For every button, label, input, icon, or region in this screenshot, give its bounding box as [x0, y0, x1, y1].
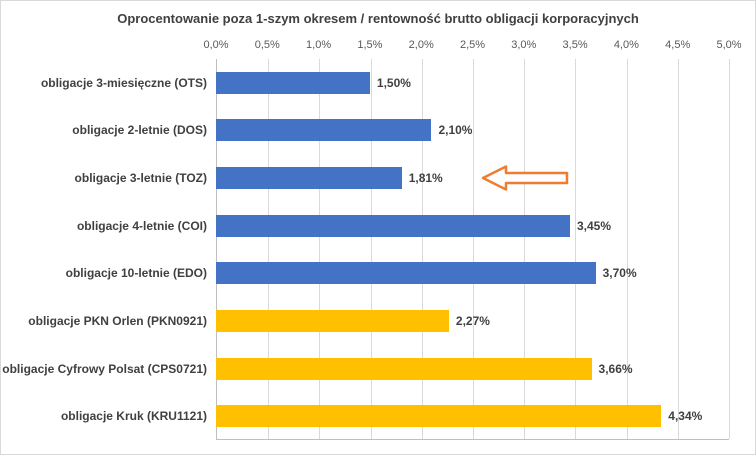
bar-row: obligacje 10-letnie (EDO) 3,70%: [1, 250, 729, 298]
bar-track: 1,50%: [216, 59, 729, 107]
bar-row: obligacje PKN Orlen (PKN0921) 2,27%: [1, 297, 729, 345]
bar: [216, 405, 662, 428]
bar-track: 1,81%: [216, 154, 729, 202]
bar-rows: obligacje 3-miesięczne (OTS) 1,50% obligac…: [1, 59, 729, 440]
axis-tick-label: 2,5%: [459, 39, 486, 51]
bar-row: obligacje 3-miesięczne (OTS) 1,50%: [1, 59, 729, 107]
axis-tick-label: 3,0%: [511, 39, 537, 51]
bar: [216, 357, 592, 380]
plot-area: [216, 59, 730, 440]
axis-tick-label: 2,0%: [408, 39, 434, 51]
bar-value-label: 3,45%: [576, 218, 611, 233]
bar-value-label: 1,81%: [408, 171, 443, 186]
gridline: [370, 59, 372, 439]
x-axis: 0,0% 0,5% 1,0% 1,5% 2,0% 2,5% 3,0% 3,5% 4,0% 4,5%…: [203, 39, 741, 53]
axis-tick-label: 0,0%: [203, 39, 229, 51]
axis-tick-label: 5,0%: [716, 39, 742, 51]
axis-tick-label: 1,5%: [357, 39, 383, 51]
bar: [216, 71, 370, 94]
axis-tick-label: 4,0%: [613, 39, 639, 51]
bar: [216, 119, 432, 142]
category-label: obligacje 10-letnie (EDO): [65, 266, 207, 281]
gridline: [319, 59, 321, 439]
bar: [216, 214, 570, 237]
category-label: obligacje 4-letnie (COI): [76, 218, 207, 233]
bar-track: 3,66%: [216, 345, 729, 393]
bar-row: obligacje Kruk (KRU1121) 4,34%: [1, 392, 729, 440]
bar-value-label: 1,50%: [376, 75, 411, 90]
category-label: obligacje 3-miesięczne (OTS): [40, 75, 207, 90]
category-label: obligacje 3-letnie (TOZ): [74, 171, 207, 186]
bar-track: 4,34%: [216, 392, 729, 440]
gridline: [473, 59, 474, 439]
axis-tick-label: 3,5%: [562, 39, 588, 51]
bar-row: obligacje 2-letnie (DOS) 2,10%: [1, 107, 729, 155]
gridline: [421, 59, 423, 439]
axis-tick-label: 1,0%: [306, 39, 332, 51]
bar: [216, 309, 449, 332]
bar-value-label: 2,10%: [438, 123, 473, 138]
bar-track: 2,10%: [216, 107, 729, 155]
bar-value-label: 4,34%: [668, 409, 703, 424]
bar-track: 3,70%: [216, 250, 729, 298]
bar-row: obligacje 4-letnie (COI) 3,45%: [1, 202, 729, 250]
gridline: [729, 59, 730, 439]
bar-value-label: 2,27%: [455, 313, 490, 328]
category-label: obligacje Cyfrowy Polsat (CPS0721): [2, 361, 207, 376]
bar-row: obligacje 3-letnie (TOZ) 1,81%: [1, 154, 729, 202]
bar: [216, 167, 402, 190]
axis-tick-label: 4,5%: [665, 39, 691, 51]
bar-row: obligacje Cyfrowy Polsat (CPS0721) 3,66%: [1, 345, 729, 393]
bar-track: 3,45%: [216, 202, 729, 250]
bar-value-label: 3,70%: [602, 266, 637, 281]
chart-title: Oprocentowanie poza 1-szym okresem / ren…: [117, 11, 639, 26]
category-label: obligacje 2-letnie (DOS): [72, 123, 207, 138]
bar-value-label: 3,66%: [598, 361, 633, 376]
gridline: [677, 59, 679, 439]
gridline: [268, 59, 270, 439]
gridline: [626, 59, 628, 439]
gridline: [575, 59, 577, 439]
category-label: obligacje Kruk (KRU1121): [60, 409, 207, 424]
category-label: obligacje PKN Orlen (PKN0921): [28, 313, 207, 328]
axis-tick-label: 0,5%: [254, 39, 280, 51]
bar: [216, 262, 596, 285]
bar-track: 2,27%: [216, 297, 729, 345]
gridline: [524, 59, 526, 439]
arrow-annotation-icon: [481, 165, 569, 191]
